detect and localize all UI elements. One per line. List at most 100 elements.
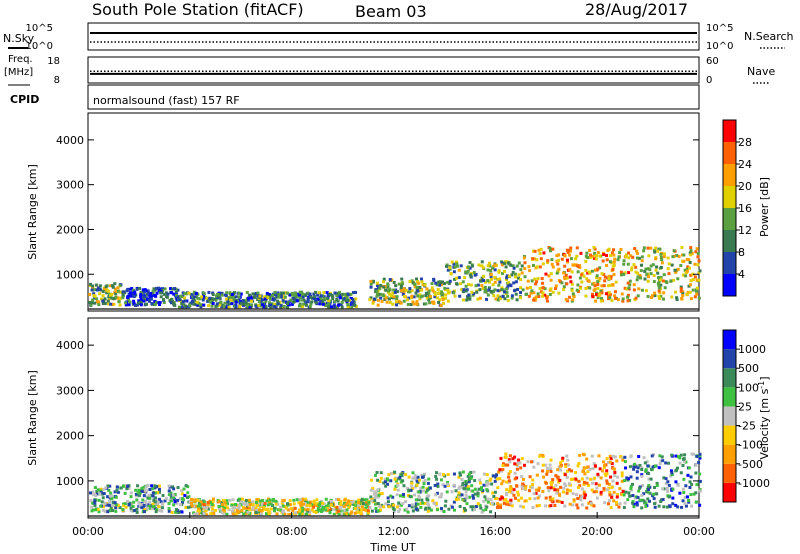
- data-cell: [140, 299, 144, 303]
- data-cell: [424, 490, 428, 494]
- data-cell: [472, 470, 476, 474]
- data-cell: [583, 496, 587, 500]
- data-cell: [350, 305, 354, 309]
- data-cell: [137, 501, 141, 505]
- data-cell: [460, 485, 464, 489]
- data-cell: [676, 505, 680, 509]
- data-cell: [121, 484, 125, 488]
- data-cell: [244, 303, 248, 307]
- data-cell: [561, 456, 565, 460]
- data-cell: [96, 488, 100, 492]
- data-cell: [521, 505, 525, 509]
- data-cell: [567, 468, 571, 472]
- data-cell: [609, 260, 613, 264]
- data-cell: [181, 291, 185, 295]
- data-cell: [635, 476, 639, 480]
- data-cell: [386, 482, 390, 486]
- data-cell: [134, 494, 138, 498]
- data-cell: [142, 510, 146, 514]
- data-cell: [626, 299, 630, 303]
- data-cell: [147, 293, 151, 297]
- data-cell: [375, 289, 379, 293]
- data-cell: [403, 294, 407, 298]
- data-cell: [435, 283, 439, 287]
- data-cell: [234, 302, 238, 306]
- data-cell: [388, 292, 392, 296]
- data-cell: [613, 455, 617, 459]
- data-cell: [248, 306, 252, 310]
- data-cell: [633, 247, 637, 251]
- data-cell: [183, 299, 187, 303]
- data-cell: [115, 296, 119, 300]
- data-cell: [353, 506, 357, 510]
- data-cell: [255, 498, 259, 502]
- data-cell: [411, 471, 415, 475]
- data-cell: [234, 503, 238, 507]
- data-cell: [659, 459, 663, 463]
- data-cell: [264, 297, 268, 301]
- data-cell: [698, 452, 702, 456]
- data-cell: [176, 288, 180, 292]
- nsky-label: N.Sky: [3, 32, 35, 45]
- data-cell: [472, 271, 476, 275]
- data-cell: [157, 490, 161, 494]
- data-cell: [425, 287, 429, 291]
- data-cell: [319, 294, 323, 298]
- data-cell: [688, 485, 692, 489]
- data-cell: [455, 262, 459, 266]
- data-cell: [556, 262, 560, 266]
- data-cell: [652, 497, 656, 501]
- data-cell: [529, 291, 533, 295]
- data-cell: [453, 277, 457, 281]
- data-cell: [404, 288, 408, 292]
- data-cell: [687, 500, 691, 504]
- data-cell: [619, 455, 623, 459]
- data-cell: [686, 290, 690, 294]
- y-tick-label: 1000: [56, 475, 84, 488]
- data-cell: [244, 502, 248, 506]
- data-cell: [102, 492, 106, 496]
- data-cell: [461, 280, 465, 284]
- data-cell: [264, 508, 268, 512]
- data-cell: [214, 304, 218, 308]
- data-cell: [171, 287, 175, 291]
- data-cell: [136, 301, 140, 305]
- data-cell: [157, 505, 161, 509]
- data-cell: [513, 471, 517, 475]
- data-cell: [481, 266, 485, 270]
- data-cell: [640, 506, 644, 510]
- data-cell: [405, 507, 409, 511]
- data-cell: [423, 283, 427, 287]
- data-cell: [646, 267, 650, 271]
- data-cell: [532, 465, 536, 469]
- data-cell: [402, 494, 406, 498]
- data-cell: [227, 306, 231, 310]
- data-cell: [670, 473, 674, 477]
- data-cell: [537, 295, 541, 299]
- data-cell: [227, 508, 231, 512]
- data-cell: [371, 486, 375, 490]
- data-cell: [432, 501, 436, 505]
- data-cell: [223, 499, 227, 503]
- data-cell: [555, 254, 559, 258]
- data-cell: [505, 291, 509, 295]
- data-cell: [415, 277, 419, 281]
- data-cell: [369, 495, 373, 499]
- data-cell: [121, 290, 125, 294]
- data-cell: [535, 504, 539, 508]
- data-cell: [309, 295, 313, 299]
- data-cell: [500, 482, 504, 486]
- data-cell: [555, 271, 559, 275]
- data-cell: [564, 273, 568, 277]
- data-cell: [489, 498, 493, 502]
- data-cell: [298, 296, 302, 300]
- data-cell: [638, 486, 642, 490]
- data-cell: [208, 300, 212, 304]
- time-tick-label: 00:00: [683, 525, 715, 538]
- data-cell: [102, 505, 106, 509]
- data-cell: [675, 466, 679, 470]
- data-cell: [538, 286, 542, 290]
- data-cell: [239, 299, 243, 303]
- y-tick-label: 3000: [56, 384, 84, 397]
- data-cell: [532, 249, 536, 253]
